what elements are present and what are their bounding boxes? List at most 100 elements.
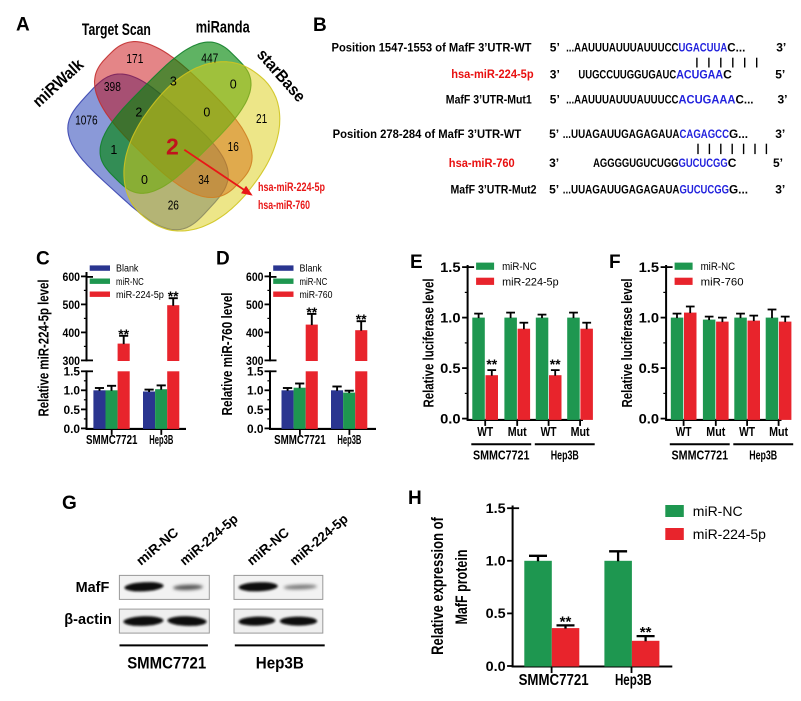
svg-text:0: 0	[141, 173, 148, 187]
svg-text:500: 500	[63, 298, 81, 312]
svg-text:1.5: 1.5	[486, 501, 506, 516]
svg-text:0.0: 0.0	[247, 422, 264, 436]
svg-text:400: 400	[246, 326, 264, 340]
svg-text:C...: C...	[727, 41, 745, 55]
svg-text:600: 600	[246, 270, 264, 284]
svg-text:0.5: 0.5	[247, 403, 264, 417]
svg-text:G...: G...	[729, 127, 748, 141]
svg-text:**: **	[550, 356, 561, 372]
svg-text:400: 400	[63, 326, 81, 340]
svg-text:Relative expression of: Relative expression of	[429, 517, 447, 655]
svg-text:0: 0	[203, 106, 210, 120]
svg-text:**: **	[560, 613, 572, 630]
svg-text:5’: 5’	[773, 156, 783, 170]
svg-text:WT: WT	[739, 424, 755, 439]
svg-text:miR-224-5p: miR-224-5p	[693, 526, 766, 542]
svg-text:miR-224-5p: miR-224-5p	[502, 276, 558, 288]
svg-text:miR-NC: miR-NC	[116, 277, 144, 288]
svg-text:34: 34	[198, 173, 209, 187]
svg-text:SMMC7721: SMMC7721	[127, 655, 206, 673]
svg-text:miR-NC: miR-NC	[300, 277, 328, 288]
svg-text:F: F	[609, 252, 621, 273]
svg-text:**: **	[306, 304, 317, 320]
svg-text:21: 21	[256, 112, 267, 126]
svg-text:1.5: 1.5	[639, 260, 660, 275]
svg-text:0.5: 0.5	[639, 361, 660, 376]
svg-text:Position 278-284 of MafF 3’UTR: Position 278-284 of MafF 3’UTR-WT	[333, 129, 522, 141]
svg-text:**: **	[118, 326, 129, 342]
svg-text:0.5: 0.5	[440, 361, 461, 376]
svg-text:ACUGAA: ACUGAA	[676, 67, 723, 81]
svg-text:D: D	[216, 249, 230, 270]
svg-text:5’: 5’	[549, 183, 559, 197]
svg-text:E: E	[410, 252, 423, 273]
svg-text:Blank: Blank	[116, 264, 139, 275]
svg-text:C...: C...	[736, 93, 754, 107]
svg-text:miR-760: miR-760	[300, 290, 333, 301]
svg-text:600: 600	[63, 270, 81, 284]
svg-text:...UUAGAUUGAGAGAUA: ...UUAGAUUGAGAGAUA	[563, 127, 680, 141]
svg-text:Hep3B: Hep3B	[749, 448, 777, 463]
svg-text:SMMC7721: SMMC7721	[473, 448, 530, 463]
svg-text:hsa-miR-224-5p: hsa-miR-224-5p	[451, 69, 533, 81]
svg-text:miRanda: miRanda	[196, 19, 251, 37]
svg-text:Hep3B: Hep3B	[551, 448, 579, 463]
svg-text:**: **	[486, 356, 497, 372]
svg-text:1: 1	[110, 143, 117, 157]
svg-text:A: A	[16, 15, 30, 36]
svg-text:SMMC7721: SMMC7721	[86, 433, 138, 447]
svg-text:Relative luciferase level: Relative luciferase level	[620, 279, 636, 408]
svg-text:CAGAGCC: CAGAGCC	[680, 127, 730, 141]
svg-text:1.5: 1.5	[440, 260, 461, 275]
svg-text:447: 447	[201, 52, 218, 66]
svg-text:1.0: 1.0	[440, 310, 461, 325]
svg-text:**: **	[640, 624, 652, 641]
svg-text:UUGCCUUGGUGAUC: UUGCCUUGGUGAUC	[578, 67, 676, 81]
svg-text:SMMC7721: SMMC7721	[519, 672, 589, 689]
svg-text:16: 16	[228, 140, 239, 154]
svg-text:hsa-miR-760: hsa-miR-760	[258, 198, 310, 212]
svg-text:300: 300	[246, 354, 264, 368]
svg-text:1.0: 1.0	[64, 384, 81, 398]
svg-text:5’: 5’	[550, 93, 560, 107]
svg-text:GUCUCGG: GUCUCGG	[680, 183, 730, 197]
svg-text:5’: 5’	[550, 41, 560, 55]
svg-text:C: C	[723, 67, 732, 81]
svg-text:Hep3B: Hep3B	[256, 655, 304, 673]
svg-text:C: C	[36, 249, 50, 270]
svg-text:β-actin: β-actin	[64, 612, 112, 628]
svg-text:3’: 3’	[776, 41, 786, 55]
svg-text:C: C	[728, 156, 737, 170]
svg-text:MafF 3’UTR-Mut2: MafF 3’UTR-Mut2	[451, 185, 537, 197]
svg-text:...UUAGAUUGAGAGAUA: ...UUAGAUUGAGAGAUA	[563, 183, 680, 197]
svg-text:G: G	[62, 493, 77, 514]
svg-text:Mut: Mut	[508, 424, 528, 439]
svg-text:1076: 1076	[75, 114, 98, 128]
svg-text:G...: G...	[729, 183, 748, 197]
svg-text:Blank: Blank	[300, 264, 323, 275]
svg-text:**: **	[356, 311, 367, 327]
svg-text:0.0: 0.0	[440, 411, 461, 426]
svg-text:Relative miR-760 level: Relative miR-760 level	[220, 293, 236, 416]
svg-text:UGACUUA: UGACUUA	[679, 41, 728, 55]
svg-text:hsa-miR-760: hsa-miR-760	[449, 158, 515, 170]
svg-text:3: 3	[170, 75, 177, 89]
svg-text:3’: 3’	[775, 127, 785, 141]
svg-text:MafF 3’UTR-Mut1: MafF 3’UTR-Mut1	[446, 95, 533, 107]
svg-text:3’: 3’	[778, 93, 788, 107]
svg-text:ACUGAAA: ACUGAAA	[679, 93, 736, 107]
svg-text:5’: 5’	[775, 67, 785, 81]
svg-text:398: 398	[104, 80, 121, 94]
svg-text:WT: WT	[676, 424, 692, 439]
svg-text:Mut: Mut	[769, 424, 789, 439]
svg-text:0.5: 0.5	[64, 403, 81, 417]
svg-text:AGGGGUGUCUGG: AGGGGUGUCUGG	[593, 156, 678, 170]
svg-text:3’: 3’	[550, 67, 560, 81]
svg-text:1.0: 1.0	[247, 384, 264, 398]
svg-text:**: **	[168, 288, 179, 304]
svg-text:0.5: 0.5	[486, 606, 506, 621]
svg-text:SMMC7721: SMMC7721	[274, 433, 326, 447]
svg-text:miR-NC: miR-NC	[693, 503, 743, 519]
svg-text:Hep3B: Hep3B	[337, 433, 361, 447]
svg-text:26: 26	[168, 198, 179, 212]
